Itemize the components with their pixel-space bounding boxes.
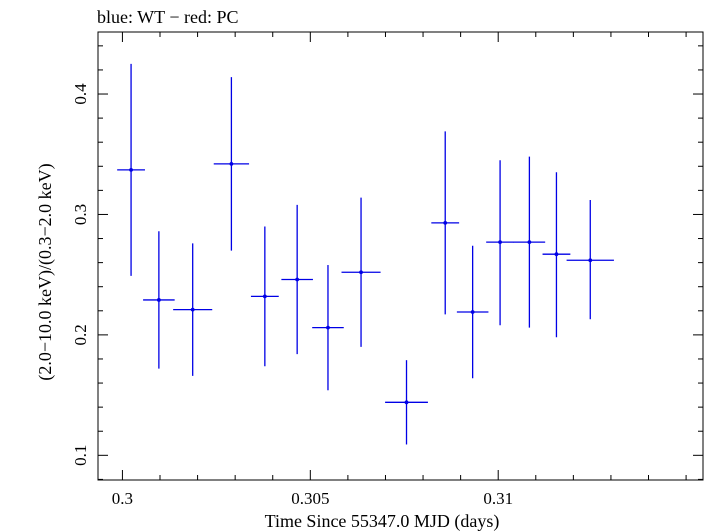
x-tick-label: 0.3 bbox=[112, 489, 133, 508]
point-marker bbox=[470, 310, 475, 314]
data-point bbox=[117, 63, 145, 276]
data-point bbox=[566, 200, 614, 320]
data-point bbox=[281, 204, 313, 355]
point-marker bbox=[129, 167, 133, 172]
data-point bbox=[341, 197, 381, 347]
point-marker bbox=[404, 400, 409, 405]
chart-title: blue: WT − red: PC bbox=[97, 7, 238, 27]
point-marker bbox=[229, 161, 234, 166]
x-axis: 0.3 0.305 0.31 bbox=[112, 32, 687, 508]
data-points bbox=[117, 63, 614, 445]
data-point bbox=[173, 243, 213, 376]
y-axis: 0.1 0.2 0.3 0.4 bbox=[71, 45, 703, 480]
data-point bbox=[143, 231, 175, 369]
plot-frame bbox=[97, 31, 704, 481]
y-axis-label: (2.0−10.0 keV)/(0.3−2.0 keV) bbox=[35, 163, 56, 380]
point-marker bbox=[554, 252, 559, 257]
data-point bbox=[431, 131, 460, 315]
x-tick-label: 0.305 bbox=[291, 489, 329, 508]
data-point bbox=[312, 265, 344, 391]
x-tick-label: 0.31 bbox=[483, 489, 513, 508]
data-point bbox=[250, 226, 279, 367]
point-marker bbox=[588, 258, 593, 263]
data-point bbox=[213, 77, 250, 251]
data-point bbox=[486, 160, 514, 326]
data-point bbox=[456, 245, 489, 379]
point-marker bbox=[359, 270, 363, 275]
data-point bbox=[513, 156, 546, 328]
y-tick-label: 0.1 bbox=[71, 445, 90, 466]
point-marker bbox=[498, 240, 502, 245]
point-marker bbox=[156, 298, 161, 302]
y-tick-label: 0.2 bbox=[71, 324, 90, 345]
point-marker bbox=[190, 307, 195, 312]
data-point bbox=[542, 172, 571, 338]
point-marker bbox=[443, 220, 448, 225]
point-marker bbox=[262, 294, 267, 299]
data-point bbox=[385, 360, 428, 445]
point-marker bbox=[295, 277, 300, 282]
point-marker bbox=[527, 240, 532, 245]
x-axis-label: Time Since 55347.0 MJD (days) bbox=[265, 511, 500, 532]
y-tick-label: 0.4 bbox=[71, 83, 90, 105]
y-tick-label: 0.3 bbox=[71, 204, 90, 225]
point-marker bbox=[326, 325, 330, 330]
